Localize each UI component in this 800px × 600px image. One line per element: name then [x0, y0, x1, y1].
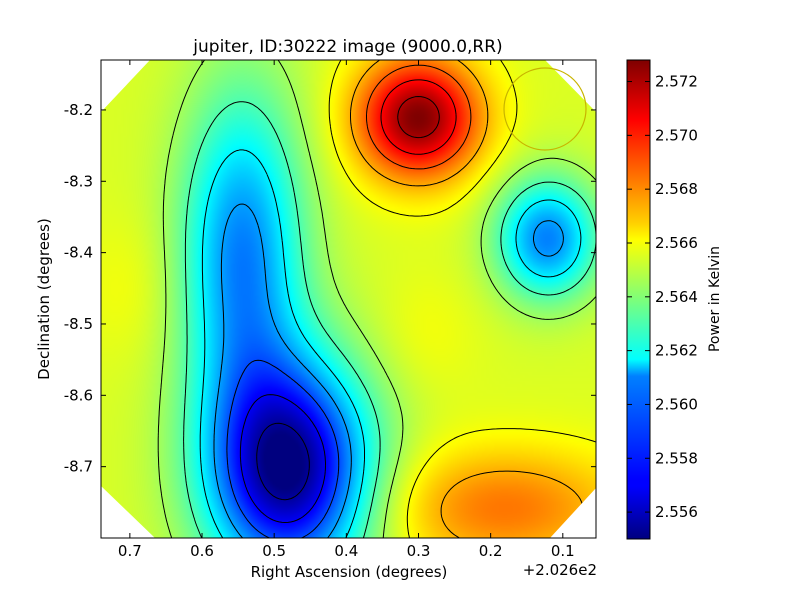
contour-line: [199, 149, 582, 538]
colorbar-tick-label: 2.568: [655, 180, 698, 198]
x-tick-label: 0.5: [262, 542, 286, 560]
heatmap-image: [101, 60, 596, 538]
x-tick-label: 0.2: [479, 542, 503, 560]
chart-title: jupiter, ID:30222 image (9000.0,RR): [192, 37, 502, 57]
contour-line: [157, 60, 596, 538]
x-tick-label: 0.3: [407, 542, 431, 560]
x-axis: 0.7 0.6 0.5 0.4 0.3 0.2 0.1: [118, 60, 575, 560]
x-tick-label: 0.7: [118, 542, 142, 560]
y-axis: -8.2 -8.3 -8.4 -8.5 -8.6 -8.7: [64, 101, 596, 476]
y-axis-label: Declination (degrees): [35, 218, 53, 380]
contour-line: [213, 203, 564, 538]
y-tick-label: -8.7: [64, 458, 93, 476]
colorbar-label: Power in Kelvin: [707, 246, 723, 352]
colorbar-tick-label: 2.562: [655, 342, 698, 360]
y-tick-label: -8.2: [64, 101, 93, 119]
x-offset-label: +2.026e2: [523, 561, 597, 579]
x-tick-label: 0.4: [334, 542, 358, 560]
y-tick-label: -8.3: [64, 172, 93, 190]
heatmap-raster: [101, 60, 596, 538]
x-tick-label: 0.6: [190, 542, 214, 560]
x-tick-label: 0.1: [551, 542, 575, 560]
plot-frame: [100, 59, 597, 539]
colorbar-tick-label: 2.572: [655, 73, 698, 91]
contour-lines: [157, 60, 596, 538]
contour-line: [366, 64, 472, 170]
colorbar-tick-label: 2.570: [655, 126, 698, 144]
beam-marker: [503, 67, 587, 151]
x-axis-label: Right Ascension (degrees): [251, 563, 448, 581]
colorbar-gradient: [626, 59, 651, 540]
contour-line: [397, 96, 440, 139]
colorbar-ticks: 2.556 2.558 2.560 2.562 2.564 2.566 2.568 2.570…: [627, 73, 698, 521]
colorbar-tick-label: 2.564: [655, 288, 698, 306]
colorbar-tick-label: 2.556: [655, 503, 698, 521]
colorbar-tick-label: 2.566: [655, 234, 698, 252]
y-tick-label: -8.5: [64, 315, 93, 333]
colorbar-tick-label: 2.558: [655, 449, 698, 467]
colorbar: 2.556 2.558 2.560 2.562 2.564 2.566 2.568 2.570…: [626, 59, 723, 540]
contour-line: [226, 359, 340, 538]
contour-line: [380, 79, 457, 155]
y-tick-label: -8.6: [64, 386, 93, 404]
contour-line: [328, 60, 596, 538]
colorbar-tick-label: 2.560: [655, 395, 698, 413]
contour-line: [183, 101, 596, 538]
y-tick-label: -8.4: [64, 244, 93, 262]
contour-line: [239, 394, 326, 523]
contour-line: [256, 422, 310, 501]
